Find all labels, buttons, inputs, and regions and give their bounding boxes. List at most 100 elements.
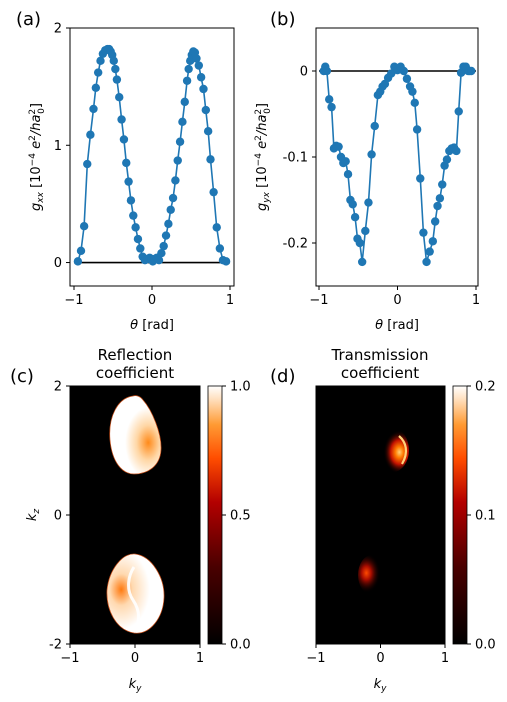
panel-b: (b) −1 0 1 0 -0.1 -0.2 θ [rad] gyx [10−4 e2/… xyxy=(254,9,480,333)
panel-a-data-point xyxy=(206,155,215,164)
panel-a-data-point xyxy=(93,68,103,77)
panel-b-data-point xyxy=(370,121,379,131)
panel-a-data-point xyxy=(178,117,187,127)
panel-b-data-point xyxy=(361,226,370,236)
panel-b-data-point xyxy=(454,107,463,116)
panel-c-ylabel: kz xyxy=(25,509,42,522)
panel-a-ytick-label: 2 xyxy=(54,22,62,37)
panel-a-data-point xyxy=(112,75,122,84)
panel-b-data-point xyxy=(350,213,360,222)
panel-a-data-point xyxy=(131,223,140,232)
panel-d-label: (d) xyxy=(270,366,295,387)
panel-a-data-point xyxy=(91,83,101,93)
panel-b-ytick-label: 0 xyxy=(300,65,308,80)
panel-a-data-point xyxy=(111,64,120,74)
panel-b-data-point xyxy=(428,237,438,246)
panel-c-xlabel: ky xyxy=(129,677,143,694)
panel-b-data-point xyxy=(467,66,476,76)
panel-b-data-point xyxy=(408,87,417,96)
panel-a-data-point xyxy=(89,104,98,114)
panel-a-yticks: 0 1 2 xyxy=(54,22,70,271)
panel-a-data-point xyxy=(184,64,193,74)
panel-a-data-point xyxy=(96,56,105,66)
panel-a-data-point xyxy=(86,130,95,139)
panel-a-data-point xyxy=(136,244,145,253)
panel-a-ytick-label: 1 xyxy=(54,139,62,154)
panel-b-data-point xyxy=(327,102,336,112)
panel-a-data-point xyxy=(109,56,118,66)
panel-a-xticks: −1 0 1 xyxy=(64,286,234,308)
panel-c-xticks: −1 0 1 xyxy=(60,644,204,666)
panel-b-data-point xyxy=(442,155,452,164)
panel-b-data-point xyxy=(452,146,461,156)
panel-b-ytick-label: -0.2 xyxy=(283,237,308,252)
panel-a-data-point xyxy=(76,246,86,256)
panel-a-data-point xyxy=(203,127,213,136)
panel-b-ytick-label: -0.1 xyxy=(283,151,308,166)
panel-c-yticks: 2 0 -2 xyxy=(49,380,70,653)
panel-b-data-point xyxy=(425,247,434,256)
panel-a-data-point xyxy=(166,205,175,214)
panel-b-data-point xyxy=(387,69,396,78)
panel-d-heatmap-background xyxy=(316,386,445,644)
panel-a-data-point xyxy=(124,177,133,186)
panel-b-data-point xyxy=(402,74,412,83)
panel-b-data-point xyxy=(419,228,428,237)
panel-c-reflection-lobe-lower xyxy=(106,553,165,634)
panel-c-xtick-label: 1 xyxy=(196,651,204,666)
panel-c-lower-lobe-highlight xyxy=(127,566,141,623)
panel-b-xticks: −1 0 1 xyxy=(309,286,480,308)
panel-a-data-point xyxy=(159,241,168,251)
panel-a-data-point xyxy=(122,158,131,168)
panel-a-xlabel: θ [rad] xyxy=(130,318,174,333)
panel-c-ytick-label: 2 xyxy=(54,380,62,395)
panel-b-data-point xyxy=(435,194,445,203)
panel-a-plot-area xyxy=(73,44,231,266)
panel-c-label: (c) xyxy=(10,366,34,387)
panel-b-data-point xyxy=(364,198,373,207)
panel-a-series-line xyxy=(77,48,227,263)
panel-a-data-point xyxy=(192,54,201,63)
panel-a-data-point xyxy=(164,219,173,229)
panel-a-xtick-label: 1 xyxy=(226,293,234,308)
panel-a-data-point xyxy=(119,135,129,144)
panel-b-ylabel: gyx [10−4 e2/ha20] xyxy=(254,103,273,211)
panel-b-xlabel: θ [rad] xyxy=(375,318,419,333)
panel-a-data-point xyxy=(83,159,92,169)
panel-a-data-point xyxy=(221,257,231,266)
panel-b-data-point xyxy=(334,142,343,151)
panel-b-label: (b) xyxy=(270,9,295,30)
panel-d-colorbar-tick-label: 0.1 xyxy=(475,509,496,524)
panel-d-upper-lobe-edge xyxy=(398,435,408,465)
panel-b-data-point xyxy=(412,125,422,134)
panel-a-data-point xyxy=(180,97,189,107)
panel-b-data-point xyxy=(341,157,350,166)
panel-a-data-point xyxy=(194,61,203,70)
panel-a-data-point xyxy=(215,244,225,253)
panel-a-data-point xyxy=(182,76,192,85)
panel-a-ylabel: gxx [10−4 e2/ha20] xyxy=(28,103,47,211)
panel-c-ytick-label: -2 xyxy=(49,638,62,653)
panel-b-xtick-label: 0 xyxy=(393,293,401,308)
panel-c-xtick-label: 0 xyxy=(131,651,139,666)
panel-c-title-line2: coefficient xyxy=(96,364,174,382)
panel-b-data-point xyxy=(399,66,408,76)
panel-a-data-point xyxy=(199,84,208,94)
panel-b-data-point xyxy=(343,170,353,179)
panel-a-data-point xyxy=(171,176,180,185)
panel-b-data-point xyxy=(430,217,440,226)
panel-a-data-point xyxy=(133,234,143,244)
panel-a-data-point xyxy=(115,92,124,102)
panel-c-reflection-lobe-upper xyxy=(109,395,162,475)
panel-b-yticks: 0 -0.1 -0.2 xyxy=(283,65,316,252)
panel-b-data-point xyxy=(422,257,431,267)
panel-d: (d) Transmission coefficient −1 0 1 ky 0.2… xyxy=(270,346,496,694)
panel-d-transmission-lobe-upper xyxy=(377,428,409,472)
panel-b-data-point xyxy=(325,95,334,104)
panel-d-colorbar xyxy=(452,385,468,645)
panel-a: (a) −1 0 1 0 1 2 θ [rad] gxx [10−4 e2/ha20] xyxy=(16,9,235,333)
panel-b-data-point xyxy=(433,201,442,211)
panel-d-xticks: −1 0 1 xyxy=(306,644,449,666)
panel-d-xtick-label: 0 xyxy=(376,651,384,666)
